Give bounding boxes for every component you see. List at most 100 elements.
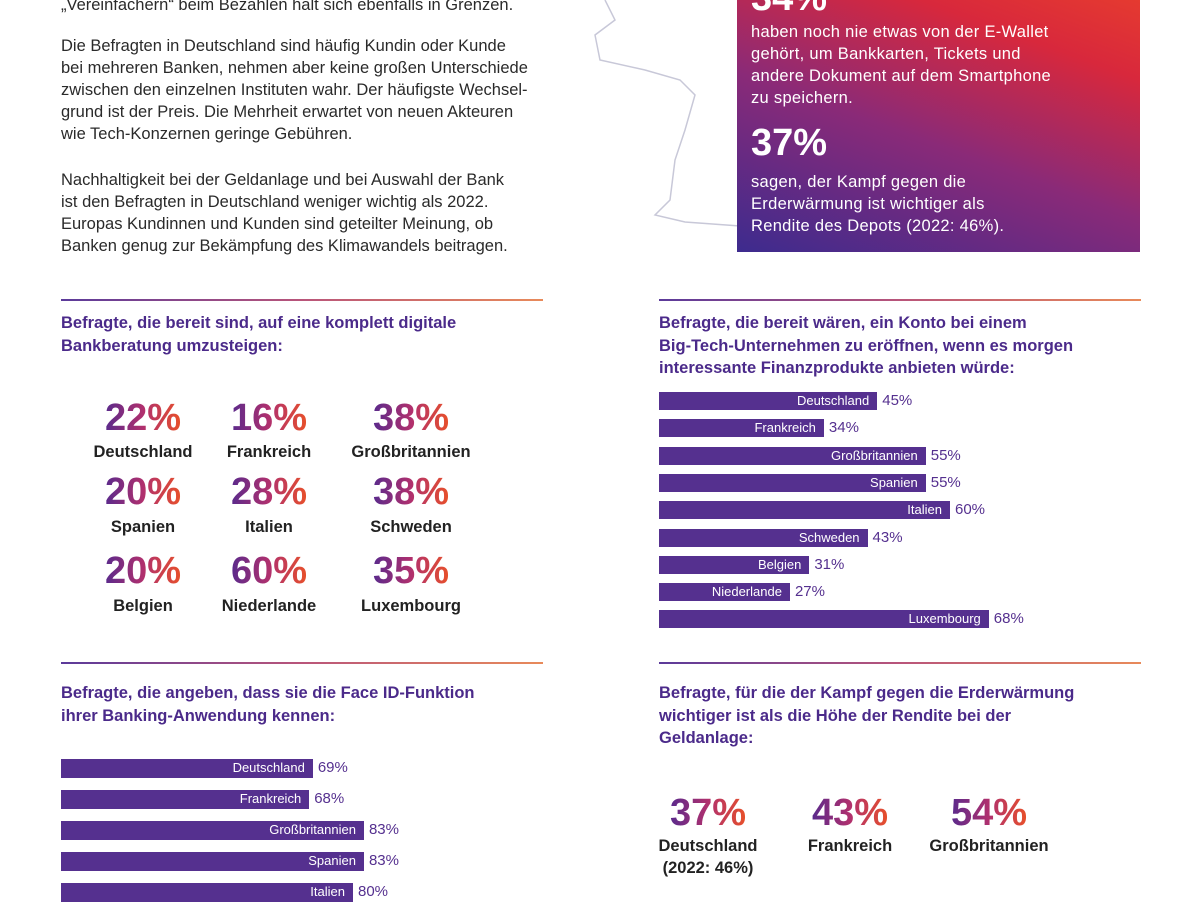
value-label: 60%	[955, 501, 986, 519]
chart-title: Befragte, die bereit wären, ein Konto be…	[659, 314, 1027, 332]
highlight-figure: 34%	[751, 0, 827, 20]
stat-label: Frankreich	[226, 443, 312, 461]
value-label: 34%	[828, 419, 859, 437]
bar-label: Deutschland	[232, 760, 305, 775]
value-label: 55%	[930, 446, 961, 464]
stat-label: Niederlande	[221, 597, 317, 615]
stat-label: Italien	[245, 518, 293, 536]
chart-title: Bankberatung umzusteigen:	[61, 336, 283, 355]
separator	[61, 299, 543, 301]
bar-label: Großbritannien	[831, 447, 918, 463]
bar	[61, 789, 310, 809]
value-label: 83%	[368, 852, 399, 869]
intro-line: Europas Kundinnen und Kunden sind geteil…	[61, 215, 494, 233]
intro-line: Nachhaltigkeit bei der Geldanlage und be…	[61, 171, 505, 189]
bar	[659, 583, 790, 602]
bar-label: Schweden	[798, 529, 860, 545]
intro-line: Banken genug zur Bekämpfung des Klimawan…	[61, 237, 508, 255]
chart-title: interessante Finanzprodukte anbieten wür…	[659, 359, 1015, 377]
stat-value: 20%	[104, 550, 182, 592]
stat-label: Luxembourg	[361, 597, 461, 615]
bar	[659, 419, 824, 438]
chart-title: Befragte, die angeben, dass sie die Face…	[61, 684, 475, 702]
value-label: 43%	[872, 528, 903, 546]
bar	[659, 501, 950, 520]
stat-label: Deutschland (2022: 46%)	[658, 837, 758, 877]
intro-line: bei mehreren Banken, nehmen aber keine g…	[61, 59, 528, 77]
stat-value: 20%	[104, 471, 182, 513]
bar	[659, 528, 868, 547]
highlight-text: zu speichern.	[751, 89, 854, 107]
bar	[659, 555, 810, 574]
highlight-box: 34% haben noch nie etwas von der E-Wallet…	[737, 0, 1140, 252]
chart-title: Befragte, die bereit sind, auf eine komp…	[61, 314, 457, 332]
stat-label: Spanien	[110, 518, 176, 536]
bar	[61, 851, 364, 871]
stat-label: Deutschland	[93, 443, 193, 461]
bar-label: Großbritannien	[269, 822, 356, 837]
stat-value: 38%	[372, 471, 450, 513]
highlight-text: Erderwärmung ist wichtiger als	[751, 195, 985, 213]
map-outline	[594, 0, 741, 227]
intro-line: wie Tech-Konzernen geringe Gebühren.	[61, 125, 353, 143]
bar	[61, 758, 313, 778]
chart-title: wichtiger ist als die Höhe der Rendite b…	[659, 706, 1012, 725]
bar	[659, 446, 926, 465]
bar-label: Frankreich	[754, 420, 816, 436]
stat-label: Großbritannien	[929, 837, 1049, 855]
value-label: 31%	[814, 555, 845, 573]
value-label: 68%	[993, 610, 1024, 628]
bar	[659, 610, 989, 629]
chart-title: ihrer Banking-Anwendung kennen:	[61, 706, 336, 725]
stat-value: 54%	[950, 792, 1028, 834]
bar-label: Luxembourg	[908, 611, 981, 627]
separator	[659, 662, 1141, 664]
stat-value: 60%	[230, 550, 308, 592]
stat-label: Frankreich	[807, 837, 893, 855]
stat-value: 43%	[811, 792, 889, 834]
bar-label: Niederlande	[711, 584, 782, 600]
highlight-text: sagen, der Kampf gegen die	[751, 173, 967, 191]
highlight-text: haben noch nie etwas von der E-Wallet	[751, 23, 1049, 41]
highlight-text: andere Dokument auf dem Smartphone	[751, 67, 1052, 85]
stat-value: 16%	[230, 397, 308, 439]
value-label: 55%	[930, 473, 961, 491]
stat-label: Belgien	[113, 597, 173, 615]
stat-value: 28%	[230, 471, 308, 513]
bar	[659, 473, 926, 492]
separator	[61, 662, 543, 664]
stat-value: 35%	[372, 550, 450, 592]
intro-line: „Vereinfachern“ beim Bezahlen hält sich …	[61, 0, 514, 14]
bar	[659, 392, 878, 410]
chart-title: Geldanlage:	[659, 729, 754, 747]
bar	[61, 882, 353, 902]
chart-title: Big-Tech-Unternehmen zu eröffnen, wenn e…	[659, 336, 1074, 355]
intro-line: grund ist der Preis. Die Mehrheit erwart…	[61, 103, 514, 121]
stat-value: 37%	[669, 792, 747, 834]
value-label: 45%	[882, 392, 913, 409]
bar-label: Deutschland	[796, 393, 870, 408]
intro-line: zwischen den einzelnen Instituten wahr. …	[61, 81, 528, 99]
stat-value: 22%	[104, 397, 182, 439]
bar-label: Frankreich	[239, 791, 302, 806]
stat-label: Schweden	[370, 518, 452, 536]
bar-label: Belgien	[757, 556, 802, 572]
highlight-figure: 37%	[751, 122, 828, 164]
stat-value: 38%	[372, 397, 450, 439]
intro-line: ist den Befragten in Deutschland weniger…	[61, 193, 489, 211]
bar-label: Italien	[907, 502, 942, 518]
bar-label: Spanien	[308, 853, 356, 868]
value-label: 27%	[794, 583, 825, 601]
separator	[659, 299, 1141, 301]
bar-label: Italien	[310, 884, 345, 899]
intro-line: Die Befragten in Deutschland sind häufig…	[61, 37, 506, 55]
bar-label: Spanien	[870, 474, 918, 490]
highlight-text: gehört, um Bankkarten, Tickets und	[751, 45, 1021, 63]
value-label: 80%	[358, 883, 389, 900]
stat-label: Großbritannien	[351, 443, 471, 461]
bar	[61, 820, 364, 840]
value-label: 83%	[368, 821, 399, 838]
highlight-text: Rendite des Depots (2022: 46%).	[751, 217, 1005, 235]
value-label: 69%	[317, 759, 348, 776]
